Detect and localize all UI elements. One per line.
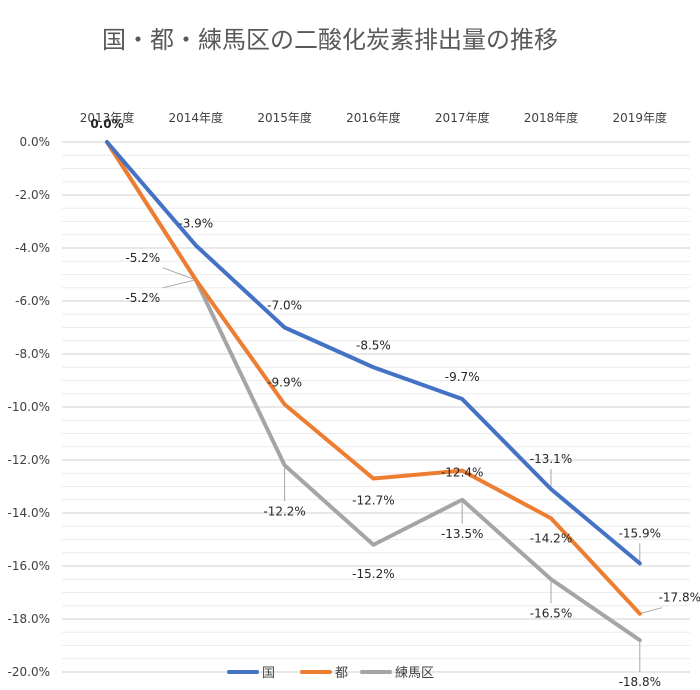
series-line-0 xyxy=(105,140,642,566)
data-label: 0.0% xyxy=(90,117,123,131)
label-leader-line xyxy=(162,279,196,289)
legend-label: 都 xyxy=(335,666,348,681)
y-tick-label: -14.0% xyxy=(8,506,50,520)
label-leader-lines xyxy=(162,267,662,673)
y-tick-label: -16.0% xyxy=(8,559,50,573)
x-tick-label: 2014年度 xyxy=(169,110,224,125)
chart-title: 国・都・練馬区の二酸化炭素排出量の推移 xyxy=(102,26,558,54)
x-tick-label: 2019年度 xyxy=(613,110,668,125)
series-lines xyxy=(105,140,642,643)
y-tick-label: -6.0% xyxy=(15,294,50,308)
data-label: -5.2% xyxy=(125,251,160,265)
y-tick-label: 0.0% xyxy=(20,135,51,149)
data-label: -13.1% xyxy=(530,452,572,466)
series-line-1 xyxy=(105,140,642,616)
data-label: -16.5% xyxy=(530,606,572,620)
label-leader-line xyxy=(639,607,662,615)
y-tick-label: -20.0% xyxy=(8,665,50,679)
x-tick-label: 2016年度 xyxy=(346,110,401,125)
label-leader-line xyxy=(162,267,196,281)
data-label: -9.9% xyxy=(267,375,302,389)
data-label: -12.7% xyxy=(352,494,394,508)
y-tick-label: -2.0% xyxy=(15,188,50,202)
legend: 国 都 練馬区 xyxy=(227,666,434,681)
data-label: -3.9% xyxy=(178,216,213,230)
y-tick-label: -4.0% xyxy=(15,241,50,255)
data-label: -7.0% xyxy=(267,299,302,313)
y-tick-label: -12.0% xyxy=(8,453,50,467)
data-labels: 0.0% -3.9% -7.0% -8.5% -9.7% -13.1% -15.9% -5.2… xyxy=(90,117,700,689)
data-label: -5.2% xyxy=(125,291,160,305)
x-tick-label: 2017年度 xyxy=(435,110,490,125)
data-label: -17.8% xyxy=(659,591,700,605)
legend-label: 練馬区 xyxy=(395,666,434,681)
x-tick-label: 2015年度 xyxy=(257,110,312,125)
data-label: -13.5% xyxy=(441,527,483,541)
y-tick-label: -10.0% xyxy=(8,400,50,414)
data-label: -15.9% xyxy=(619,526,661,540)
data-label: -15.2% xyxy=(352,567,394,581)
x-tick-label: 2013年度 xyxy=(80,110,135,125)
y-axis-ticks: 0.0% -2.0% -4.0% -6.0% -8.0% -10.0% -12.0% -14.… xyxy=(8,135,50,679)
y-tick-label: -8.0% xyxy=(15,347,50,361)
data-label: -8.5% xyxy=(356,338,391,352)
y-tick-label: -18.0% xyxy=(8,612,50,626)
data-label: -14.2% xyxy=(530,531,572,545)
gridlines xyxy=(62,141,690,673)
data-label: -12.4% xyxy=(441,466,483,480)
data-label: -18.8% xyxy=(619,675,661,689)
data-label: -9.7% xyxy=(445,370,480,384)
x-axis-ticks: 2013年度 2014年度 2015年度 2016年度 2017年度 2018年度 2019… xyxy=(80,110,667,125)
x-tick-label: 2018年度 xyxy=(524,110,579,125)
data-label: -12.2% xyxy=(263,504,305,518)
legend-label: 国 xyxy=(262,666,275,681)
